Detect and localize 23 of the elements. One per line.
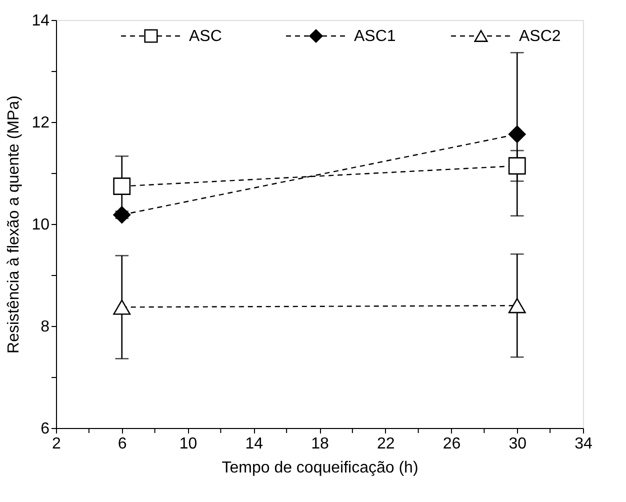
x-tick-label: 34 <box>574 436 592 452</box>
point <box>113 206 131 224</box>
y-tick-label: 12 <box>32 114 50 132</box>
y-tick-label: 14 <box>32 12 50 30</box>
point <box>508 157 526 175</box>
x-axis-title: Tempo de coqueificação (h) <box>222 460 418 476</box>
legend-label: ASC2 <box>519 28 561 45</box>
x-tick-label: 18 <box>311 436 329 452</box>
x-tick-label: 2 <box>52 436 62 452</box>
y-axis-title: Resistência à flexão a quente (MPa) <box>6 96 23 354</box>
legend-label: ASC1 <box>354 28 396 45</box>
x-tick-label: 22 <box>376 436 395 452</box>
x-tick-label: 14 <box>245 436 264 452</box>
point <box>113 178 131 195</box>
y-tick-label: 6 <box>40 420 50 438</box>
x-tick-label: 30 <box>508 436 527 452</box>
x-tick-label: 10 <box>179 436 198 452</box>
legend-label: ASC <box>189 28 222 45</box>
x-tick-label: 6 <box>118 436 127 452</box>
x-tick-label: 26 <box>442 436 461 452</box>
y-tick-label: 8 <box>40 318 50 336</box>
point <box>508 126 526 143</box>
y-tick-label: 10 <box>32 216 50 234</box>
